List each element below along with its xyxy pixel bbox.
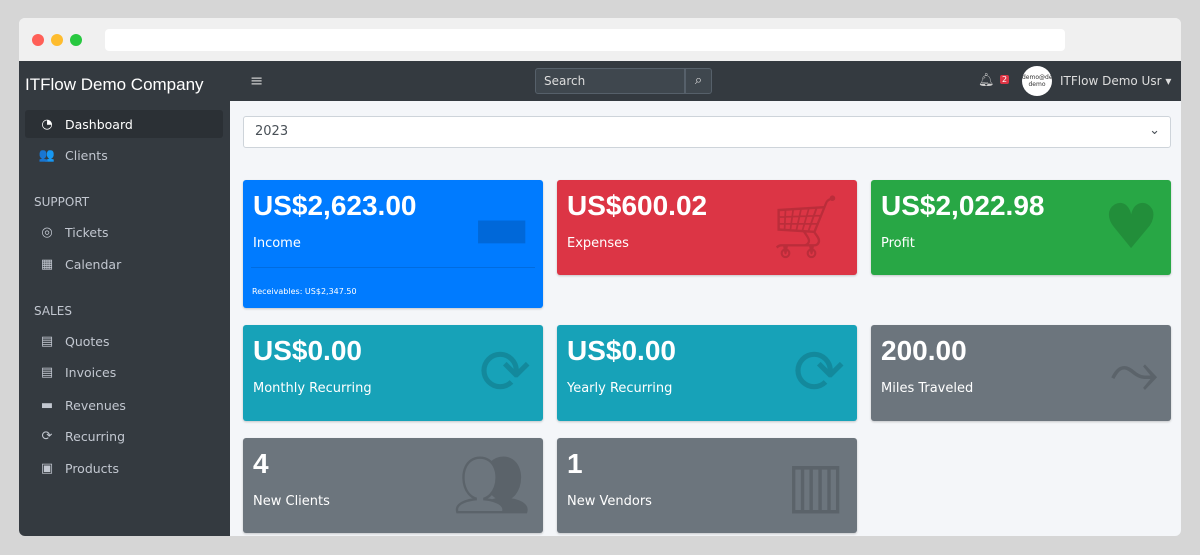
sidebar-item-invoices[interactable]: ▤ Invoices — [25, 358, 223, 386]
card-label: Miles Traveled — [881, 381, 974, 396]
credit-card-icon: ▬ — [472, 190, 531, 263]
new-vendors-card[interactable]: 1 New Vendors ▥ — [557, 438, 857, 533]
bell-icon[interactable]: 🔔︎ — [978, 73, 995, 88]
credit-card-icon: ▬ — [40, 397, 54, 413]
support-header: SUPPORT — [34, 195, 90, 209]
file-icon: ▤ — [40, 333, 54, 349]
card-value: US$2,623.00 — [253, 190, 417, 221]
label: Tickets — [65, 224, 109, 240]
sidebar-item-calendar[interactable]: ▦ Calendar — [25, 250, 223, 278]
card-label: Yearly Recurring — [567, 381, 673, 396]
card-label: Income — [253, 236, 301, 251]
sync-icon: ⟳ — [793, 335, 845, 408]
sales-header: SALES — [34, 304, 72, 318]
topbar: ≡ Search ⌕ 🔔︎ 2 demo@demo demo ITFlow De… — [230, 61, 1181, 101]
card-label: Expenses — [567, 236, 629, 251]
yearly-recurring-card[interactable]: US$0.00 Yearly Recurring ⟳ — [557, 325, 857, 421]
chevron-down-icon: ⌄ — [1149, 123, 1160, 138]
sidebar-item-recurring[interactable]: ⟳ Recurring — [25, 422, 223, 450]
hamburger-icon[interactable]: ≡ — [250, 71, 264, 90]
user-menu[interactable]: ITFlow Demo Usr ▾ — [1060, 74, 1172, 88]
divider — [251, 267, 535, 268]
box-icon: ▣ — [40, 460, 54, 476]
users-icon: 👥︎ — [452, 448, 531, 521]
heart-icon: ♥ — [1103, 190, 1159, 263]
sidebar-item-revenues[interactable]: ▬ Revenues — [25, 391, 223, 419]
income-card[interactable]: US$2,623.00 Income ▬ Receivables: US$2,3… — [243, 180, 543, 308]
label: Dashboard — [65, 116, 133, 132]
sync-icon: ⟳ — [41, 428, 53, 444]
cart-icon: 🛒︎ — [766, 190, 845, 263]
sidebar-item-quotes[interactable]: ▤ Quotes — [25, 327, 223, 355]
profit-card[interactable]: US$2,022.98 Profit ♥ — [871, 180, 1171, 275]
search-icon: ⌕ — [694, 73, 703, 88]
avatar[interactable]: demo@demo demo — [1022, 66, 1052, 96]
address-bar[interactable] — [105, 29, 1065, 51]
card-value: 1 — [567, 448, 583, 479]
card-label: New Clients — [253, 494, 330, 509]
label: Products — [65, 460, 119, 476]
label: Quotes — [65, 333, 110, 349]
sidebar-item-products[interactable]: ▣ Products — [25, 454, 223, 482]
browser-window: ITFlow Demo Company ◔ Dashboard 👥 Clients … — [19, 18, 1181, 536]
sidebar-item-dashboard[interactable]: ◔ Dashboard — [25, 110, 223, 138]
card-value: US$0.00 — [567, 335, 676, 366]
search-button[interactable]: ⌕ — [685, 68, 712, 94]
label: Revenues — [65, 397, 126, 413]
life-ring-icon: ◎ — [41, 224, 53, 240]
card-value: 4 — [253, 448, 269, 479]
invoice-icon: ▤ — [40, 364, 54, 380]
card-value: US$0.00 — [253, 335, 362, 366]
card-value: US$2,022.98 — [881, 190, 1045, 221]
route-icon: ⤳ — [1109, 335, 1159, 408]
calendar-icon: ▦ — [40, 256, 54, 272]
miles-card[interactable]: 200.00 Miles Traveled ⤳ — [871, 325, 1171, 421]
monthly-recurring-card[interactable]: US$0.00 Monthly Recurring ⟳ — [243, 325, 543, 421]
card-value: 200.00 — [881, 335, 967, 366]
label: Calendar — [65, 256, 122, 272]
users-icon: 👥 — [38, 147, 56, 163]
card-label: New Vendors — [567, 494, 652, 509]
sidebar-item-clients[interactable]: 👥 Clients — [25, 141, 223, 169]
label: Clients — [65, 147, 108, 163]
new-clients-card[interactable]: 4 New Clients 👥︎ — [243, 438, 543, 533]
sidebar-item-tickets[interactable]: ◎ Tickets — [25, 218, 223, 246]
card-label: Profit — [881, 236, 915, 251]
card-label: Monthly Recurring — [253, 381, 372, 396]
main-content: 2023 ⌄ US$2,623.00 Income ▬ Receivables: … — [230, 101, 1181, 536]
label: Recurring — [65, 428, 125, 444]
close-dot[interactable] — [32, 34, 44, 46]
maximize-dot[interactable] — [70, 34, 82, 46]
browser-titlebar — [19, 18, 1181, 61]
search-input[interactable]: Search — [535, 68, 685, 94]
expenses-card[interactable]: US$600.02 Expenses 🛒︎ — [557, 180, 857, 275]
notification-badge: 2 — [1000, 75, 1010, 84]
year-value: 2023 — [255, 124, 289, 139]
card-value: US$600.02 — [567, 190, 708, 221]
sidebar: ITFlow Demo Company ◔ Dashboard 👥 Clients … — [19, 61, 230, 536]
sync-icon: ⟳ — [479, 335, 531, 408]
minimize-dot[interactable] — [51, 34, 63, 46]
tachometer-icon: ◔ — [41, 116, 53, 132]
receivables: Receivables: US$2,347.50 — [252, 287, 357, 296]
brand[interactable]: ITFlow Demo Company — [25, 75, 204, 94]
building-icon: ▥ — [786, 448, 845, 521]
user-name: ITFlow Demo Usr — [1060, 74, 1162, 88]
year-select[interactable]: 2023 ⌄ — [243, 116, 1171, 148]
label: Invoices — [65, 364, 117, 380]
